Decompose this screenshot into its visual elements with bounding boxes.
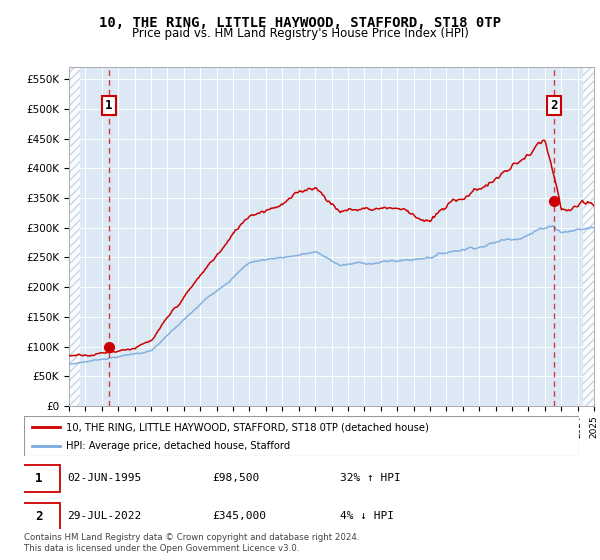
Text: 4% ↓ HPI: 4% ↓ HPI: [340, 511, 394, 521]
Text: 10, THE RING, LITTLE HAYWOOD, STAFFORD, ST18 0TP (detached house): 10, THE RING, LITTLE HAYWOOD, STAFFORD, …: [65, 422, 428, 432]
Text: 29-JUL-2022: 29-JUL-2022: [67, 511, 142, 521]
Text: HPI: Average price, detached house, Stafford: HPI: Average price, detached house, Staf…: [65, 441, 290, 451]
Text: 10, THE RING, LITTLE HAYWOOD, STAFFORD, ST18 0TP: 10, THE RING, LITTLE HAYWOOD, STAFFORD, …: [99, 16, 501, 30]
Text: 02-JUN-1995: 02-JUN-1995: [67, 473, 142, 483]
Bar: [583, 67, 594, 406]
Text: Contains HM Land Registry data © Crown copyright and database right 2024.
This d: Contains HM Land Registry data © Crown c…: [24, 533, 359, 553]
FancyBboxPatch shape: [24, 416, 579, 456]
Text: £345,000: £345,000: [213, 511, 267, 521]
Text: 1: 1: [105, 99, 112, 113]
Text: £98,500: £98,500: [213, 473, 260, 483]
Text: 32% ↑ HPI: 32% ↑ HPI: [340, 473, 401, 483]
Text: 2: 2: [550, 99, 558, 113]
Text: 2: 2: [35, 510, 43, 522]
Bar: [69, 67, 80, 406]
Text: Price paid vs. HM Land Registry's House Price Index (HPI): Price paid vs. HM Land Registry's House …: [131, 27, 469, 40]
FancyBboxPatch shape: [19, 503, 60, 530]
FancyBboxPatch shape: [19, 465, 60, 492]
Text: 1: 1: [35, 472, 43, 485]
